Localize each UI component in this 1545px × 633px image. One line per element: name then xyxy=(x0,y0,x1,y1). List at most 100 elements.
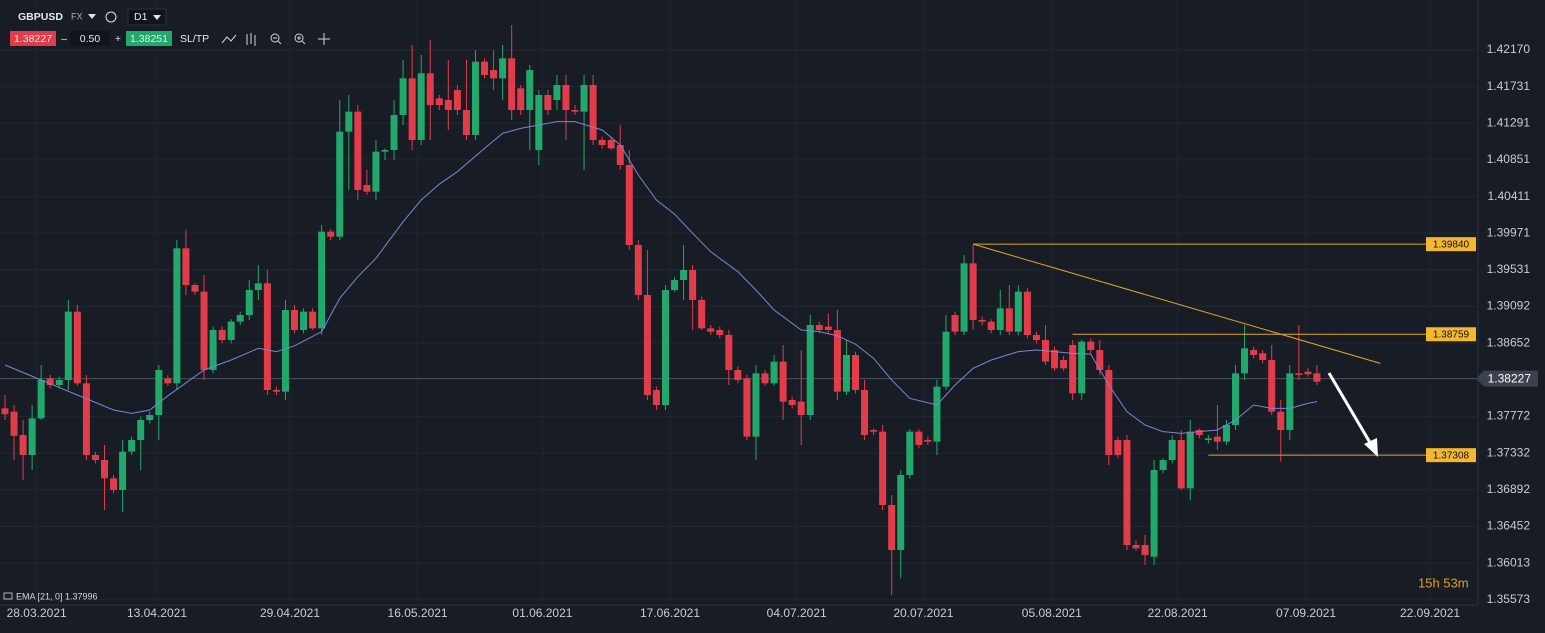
move-icon[interactable] xyxy=(318,33,330,45)
candle-body xyxy=(915,431,923,445)
line-icon[interactable] xyxy=(221,34,237,44)
candle-body xyxy=(354,111,362,190)
candle-body xyxy=(309,311,317,329)
candle-body xyxy=(779,361,787,402)
candle-body xyxy=(91,455,99,460)
candle-body xyxy=(318,231,326,329)
candle-body xyxy=(444,100,452,110)
candle-body xyxy=(987,321,995,330)
candle-body xyxy=(1032,335,1040,340)
candle-body xyxy=(1250,350,1258,355)
candle-body xyxy=(842,355,850,392)
x-tick-label: 28.03.2021 xyxy=(7,606,67,620)
y-tick-label: 1.36452 xyxy=(1487,519,1531,533)
candle-body xyxy=(28,418,36,455)
candle-body xyxy=(291,310,299,330)
zoom-out-icon[interactable] xyxy=(270,33,282,45)
candle-body xyxy=(128,440,136,452)
candle-body xyxy=(155,370,163,415)
level-label-box xyxy=(1426,327,1476,342)
candle-body xyxy=(1005,308,1013,332)
info-icon[interactable] xyxy=(105,11,117,23)
candle-body xyxy=(996,308,1004,330)
candle-body xyxy=(200,291,208,370)
zoom-in-icon[interactable] xyxy=(294,33,306,45)
candle-body xyxy=(553,85,561,100)
candle-body xyxy=(770,361,778,384)
candle-body xyxy=(490,70,498,79)
candle-body xyxy=(227,321,235,340)
candle-body xyxy=(263,283,271,390)
ema-icon[interactable] xyxy=(3,592,13,600)
plot: 1.39840 1.38759 1.37308 1.38227 xyxy=(0,25,1538,595)
market: FX xyxy=(71,11,83,21)
sl-tp[interactable]: SL/TP xyxy=(180,33,209,45)
candle-body xyxy=(788,400,796,405)
buy-price[interactable]: 1.38251 xyxy=(130,33,168,45)
timeframe-box[interactable] xyxy=(127,8,167,26)
candle-body xyxy=(978,320,986,322)
candle-body xyxy=(1141,545,1149,555)
candle-body xyxy=(951,315,959,332)
candle-body xyxy=(1195,430,1203,435)
candle-body xyxy=(37,380,45,419)
y-tick-label: 1.38652 xyxy=(1487,335,1531,349)
timeframe-dropdown[interactable] xyxy=(153,15,161,20)
candle-body xyxy=(1232,373,1240,425)
y-tick-label: 1.37772 xyxy=(1487,409,1531,423)
sell-button[interactable] xyxy=(10,31,56,46)
x-tick-label: 05.08.2021 xyxy=(1022,606,1082,620)
minus-button[interactable]: – xyxy=(61,33,67,45)
x-tick-label: 22.08.2021 xyxy=(1148,606,1208,620)
candle-body xyxy=(1087,341,1095,350)
candle-body xyxy=(499,58,507,79)
candle-body xyxy=(833,330,841,392)
candle-body xyxy=(1295,373,1303,375)
candle-body xyxy=(399,78,407,115)
candle-body xyxy=(571,110,579,112)
candle-body xyxy=(426,73,434,105)
x-tick-label: 29.04.2021 xyxy=(260,606,320,620)
candle-body xyxy=(508,58,516,110)
plus-button[interactable]: + xyxy=(115,33,121,45)
candle-body xyxy=(1078,341,1086,394)
buy-button[interactable] xyxy=(126,31,172,46)
trendline xyxy=(972,243,1381,364)
x-tick-label: 07.09.2021 xyxy=(1276,606,1336,620)
spread[interactable]: 0.50 xyxy=(80,33,101,45)
candle-body xyxy=(526,70,534,110)
candle-icon[interactable] xyxy=(246,33,256,46)
candle-body xyxy=(1069,345,1077,394)
candle-body xyxy=(1222,425,1230,442)
candle-body xyxy=(1186,431,1194,489)
candle-body xyxy=(752,373,760,437)
candle-body xyxy=(1123,440,1131,545)
level-label-box xyxy=(1426,237,1476,252)
candle-body xyxy=(1150,470,1158,557)
candle-body xyxy=(110,478,118,490)
y-tick-label: 1.37332 xyxy=(1487,445,1531,459)
candle-body xyxy=(1168,440,1176,460)
x-tick-label: 13.04.2021 xyxy=(127,606,187,620)
candle-body xyxy=(191,285,199,292)
candle-body xyxy=(64,311,72,380)
spread-box[interactable] xyxy=(70,31,110,46)
ema-label: EMA [21, 0] 1.37996 xyxy=(16,591,98,601)
candle-body xyxy=(1096,350,1104,370)
sell-price[interactable]: 1.38227 xyxy=(14,33,52,45)
arrow-annotation xyxy=(1327,372,1378,457)
candle-body xyxy=(870,430,878,432)
candle-body xyxy=(173,248,181,384)
symbol-dropdown[interactable] xyxy=(88,14,96,19)
candle-body xyxy=(281,310,289,392)
symbol[interactable]: GBPUSD xyxy=(18,11,63,23)
candle-body xyxy=(300,311,308,330)
candle-body xyxy=(851,355,859,390)
timeframe[interactable]: D1 xyxy=(134,11,148,23)
candle-body xyxy=(924,440,932,442)
candle-body xyxy=(1159,460,1167,470)
candle-body xyxy=(562,85,570,110)
candle-body xyxy=(390,115,398,150)
last-price-box xyxy=(1476,370,1538,387)
candle-body xyxy=(345,111,353,132)
